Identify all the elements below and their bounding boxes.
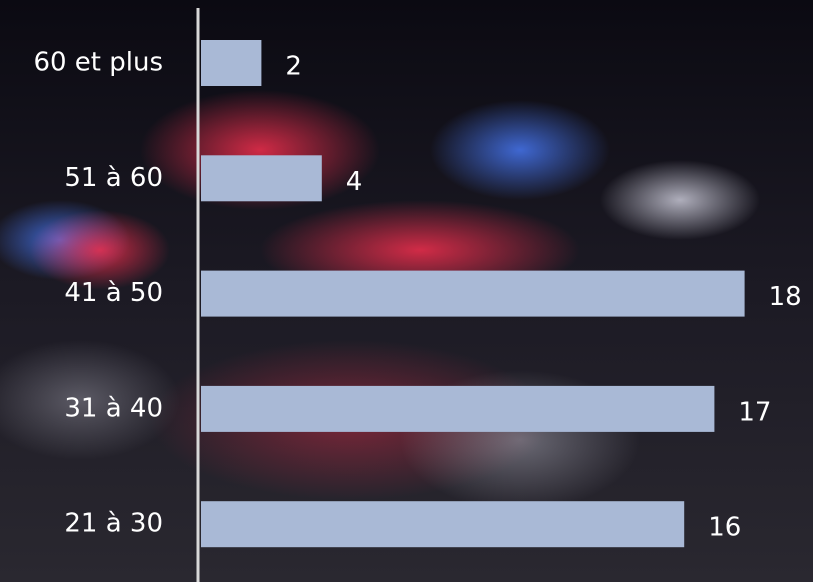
value-label: 17: [738, 397, 771, 427]
category-label: 60 et plus: [33, 48, 163, 78]
bar: [201, 501, 685, 548]
value-label: 18: [769, 282, 802, 312]
value-label: 16: [708, 513, 741, 543]
category-label: 41 à 50: [64, 278, 163, 308]
value-label: 2: [285, 52, 302, 82]
bar: [201, 385, 715, 432]
category-label: 21 à 30: [64, 509, 163, 539]
bar: [201, 40, 262, 86]
bar: [201, 270, 745, 317]
category-label: 51 à 60: [64, 163, 163, 193]
value-label: 4: [346, 167, 363, 197]
category-label: 31 à 40: [64, 393, 163, 423]
bar: [201, 155, 322, 202]
